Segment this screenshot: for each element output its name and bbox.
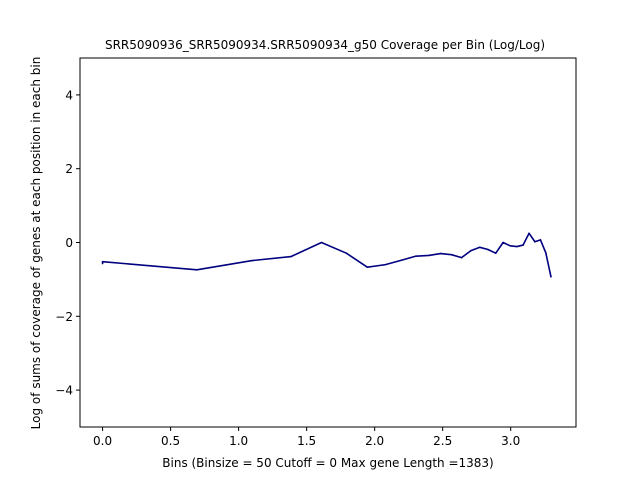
x-tick-label: 0.0 xyxy=(93,434,112,448)
data-point xyxy=(439,252,442,255)
data-point xyxy=(460,256,463,259)
data-point xyxy=(196,269,198,271)
data-point xyxy=(539,239,542,241)
x-tick-label: 2.5 xyxy=(433,434,452,448)
plot-area xyxy=(101,232,552,278)
x-tick-label: 0.5 xyxy=(161,434,180,448)
data-point xyxy=(345,252,348,254)
data-point xyxy=(251,259,253,262)
data-point xyxy=(479,246,481,249)
plot-frame xyxy=(79,57,577,428)
data-point xyxy=(101,262,104,265)
data-point xyxy=(400,259,403,262)
x-tick-label: 3.0 xyxy=(501,434,520,448)
data-point xyxy=(516,245,518,248)
data-point xyxy=(545,252,547,254)
data-point xyxy=(428,254,430,257)
y-tick-label: −4 xyxy=(55,384,73,398)
data-point xyxy=(509,245,511,247)
data-point xyxy=(290,255,292,258)
data-point xyxy=(487,248,489,251)
data-point xyxy=(494,252,497,254)
x-tick-label: 2.0 xyxy=(365,434,384,448)
data-point xyxy=(550,276,552,278)
data-point xyxy=(320,241,323,244)
x-axis-label: Bins (Binsize = 50 Cutoff = 0 Max gene L… xyxy=(162,456,493,470)
data-point xyxy=(470,249,472,252)
data-point xyxy=(502,241,504,244)
y-axis-label: Log of sums of coverage of genes at each… xyxy=(29,57,43,430)
chart-title: SRR5090936_SRR5090934.SRR5090934_g50 Cov… xyxy=(105,38,545,52)
axis-ticks: 0.0 0.5 1.0 1.5 2.0 2.5 3.0 −4 −2 0 2 4 xyxy=(55,88,520,448)
x-tick-label: 1.5 xyxy=(297,434,316,448)
data-point xyxy=(366,266,369,269)
y-tick-label: −2 xyxy=(55,310,73,324)
x-tick-label: 1.0 xyxy=(229,434,248,448)
series-line xyxy=(101,232,552,277)
data-point xyxy=(415,255,417,257)
data-point xyxy=(534,240,536,243)
data-point xyxy=(450,253,453,256)
data-point xyxy=(101,260,104,263)
data-point xyxy=(528,232,530,235)
data-point xyxy=(384,263,387,266)
y-tick-label: 4 xyxy=(65,88,73,102)
y-tick-label: 2 xyxy=(65,162,73,176)
data-point xyxy=(522,244,524,246)
y-tick-label: 0 xyxy=(65,236,73,250)
